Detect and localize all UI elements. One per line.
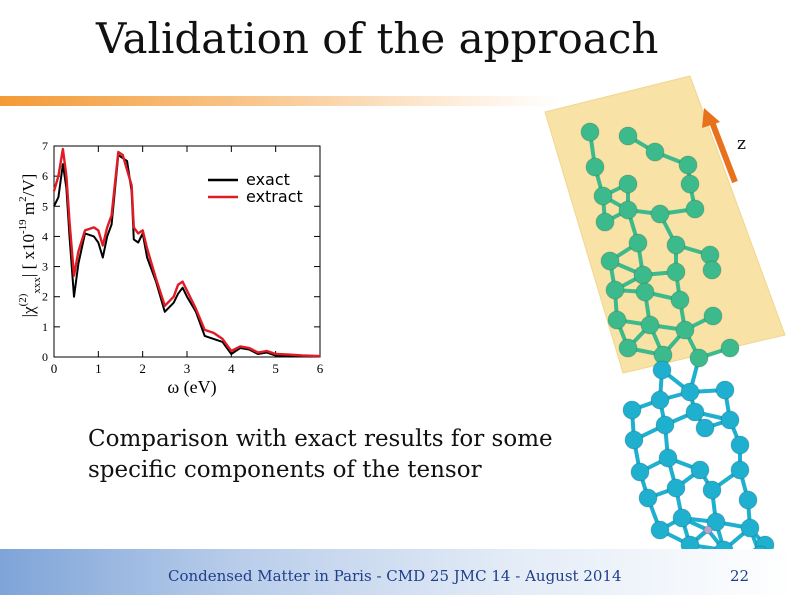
legend-label-extract: extract — [246, 187, 303, 206]
carbon-atom — [645, 142, 665, 162]
carbon-atom — [595, 212, 615, 232]
carbon-atom — [695, 418, 715, 438]
carbon-atom — [706, 512, 726, 532]
carbon-atom — [680, 382, 700, 402]
y-tick-label: 3 — [42, 260, 48, 274]
caption-line-2: specific components of the tensor — [88, 457, 482, 483]
carbon-atom — [666, 262, 686, 282]
carbon-atom — [638, 488, 658, 508]
carbon-atom — [652, 360, 672, 380]
carbon-atom — [580, 122, 600, 142]
carbon-atom — [618, 200, 638, 220]
carbon-atom — [585, 157, 605, 177]
footer-bar — [0, 549, 794, 595]
hydrogen-atom — [703, 525, 713, 535]
carbon-atom — [672, 508, 692, 528]
carbon-atom — [650, 390, 670, 410]
z-axis-arrow-head — [702, 108, 720, 128]
carbon-atom — [628, 233, 648, 253]
carbon-atom — [618, 174, 638, 194]
carbon-atom — [730, 435, 750, 455]
footer-text: Condensed Matter in Paris - CMD 25 JMC 1… — [168, 567, 622, 585]
y-axis-label: |χ(2)xxx| [ x10-19 m2/V] — [17, 174, 43, 318]
y-tick-label: 7 — [42, 139, 48, 153]
title-underline-bar — [0, 96, 560, 106]
z-axis-label: z — [737, 134, 746, 154]
carbon-atom — [618, 126, 638, 146]
carbon-atom — [607, 310, 627, 330]
x-tick-label: 1 — [95, 361, 102, 376]
carbon-atom — [678, 155, 698, 175]
carbon-atom — [650, 520, 670, 540]
carbon-atom — [666, 478, 686, 498]
y-tick-label: 4 — [42, 229, 48, 243]
y-tick-label: 0 — [42, 350, 48, 364]
carbon-atom — [600, 251, 620, 271]
carbon-atom — [605, 280, 625, 300]
carbon-atom — [720, 410, 740, 430]
y-tick-label: 6 — [42, 169, 48, 183]
caption: Comparison with exact results for some s… — [88, 424, 608, 486]
carbon-atom — [715, 380, 735, 400]
y-tick-label: 2 — [42, 290, 48, 304]
carbon-atom — [633, 265, 653, 285]
carbon-atom — [655, 415, 675, 435]
caption-line-1: Comparison with exact results for some — [88, 426, 553, 452]
legend-label-exact: exact — [246, 170, 290, 189]
page-number: 22 — [730, 567, 750, 585]
y-tick-label: 5 — [42, 199, 48, 213]
carbon-atom — [680, 174, 700, 194]
x-tick-label: 6 — [317, 361, 324, 376]
carbon-atom — [685, 199, 705, 219]
y-tick-label: 1 — [42, 320, 48, 334]
series-line-extract — [52, 147, 321, 358]
carbon-atom — [658, 448, 678, 468]
z-axis-arrow-shaft — [709, 120, 738, 184]
carbon-atom — [593, 186, 613, 206]
x-axis-label: ω (eV) — [167, 377, 216, 398]
x-tick-label: 0 — [51, 361, 58, 376]
carbon-atom — [650, 204, 670, 224]
carbon-atom — [740, 518, 760, 538]
series-line-exact — [53, 154, 321, 358]
x-tick-label: 5 — [272, 361, 279, 376]
carbon-atom — [622, 400, 642, 420]
carbon-atom — [702, 260, 722, 280]
carbon-atom — [738, 490, 758, 510]
x-tick-label: 3 — [184, 361, 191, 376]
atoms — [580, 122, 780, 585]
carbon-atom — [640, 315, 660, 335]
x-tick-label: 2 — [139, 361, 146, 376]
slide-title: Validation of the approach — [96, 14, 659, 63]
carbon-atom — [703, 306, 723, 326]
carbon-atom — [666, 235, 686, 255]
carbon-atom — [702, 480, 722, 500]
carbon-atom — [689, 348, 709, 368]
carbon-atom — [730, 460, 750, 480]
carbon-atom — [670, 290, 690, 310]
carbon-atom — [635, 282, 655, 302]
carbon-atom — [690, 460, 710, 480]
carbon-atom — [720, 338, 740, 358]
carbon-atom — [675, 320, 695, 340]
carbon-atom — [618, 338, 638, 358]
plot-frame — [53, 145, 321, 358]
x-tick-label: 4 — [228, 361, 235, 376]
carbon-atom — [685, 402, 705, 422]
carbon-atom — [624, 430, 644, 450]
carbon-atom — [630, 462, 650, 482]
